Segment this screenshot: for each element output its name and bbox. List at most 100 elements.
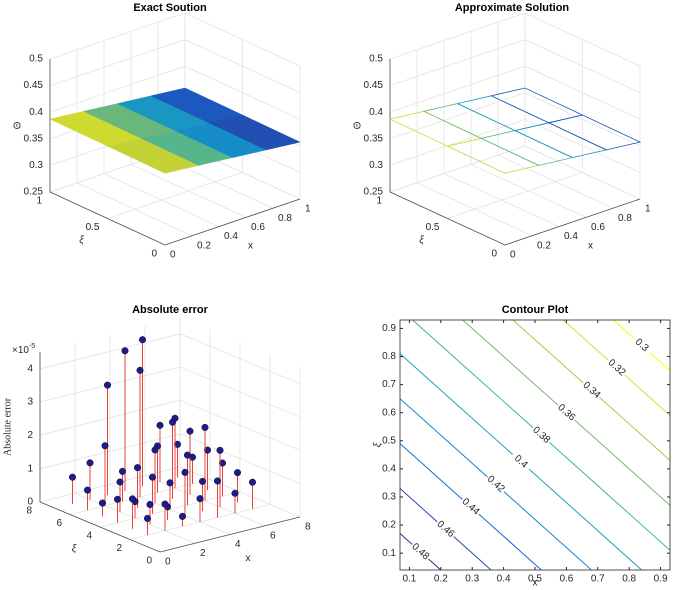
contour-label-bg	[458, 494, 483, 519]
z-tick-label: 0	[27, 497, 33, 508]
y-tick-label: 0.1	[382, 548, 396, 559]
stem-marker	[116, 478, 124, 486]
z-axis-label: Absolute error	[2, 397, 13, 456]
axis-multiplier: ×10-5	[12, 343, 35, 356]
stem-marker	[233, 469, 241, 477]
grid-line	[389, 92, 641, 147]
grid-line	[389, 65, 641, 120]
contour-label-bg	[483, 472, 508, 497]
contour-label-bg	[604, 355, 629, 380]
x-tick-label: 0.6	[591, 222, 605, 233]
stem-marker	[213, 477, 221, 485]
z-tick-label: 0.35	[24, 133, 44, 144]
y-tick-label: 2	[116, 543, 122, 554]
z-tick-label: 0.3	[369, 160, 383, 171]
y-tick-label: 6	[56, 518, 62, 529]
x-tick-label: 0.7	[591, 574, 605, 585]
x-tick-label: 0.6	[251, 222, 265, 233]
y-tick-label: 0.4	[382, 464, 396, 475]
contour-label-bg	[579, 378, 604, 403]
y-axis-label: ξ	[373, 442, 384, 447]
z-tick-label: 1	[27, 463, 33, 474]
axis-line	[389, 59, 641, 246]
contour-label-bg	[433, 517, 458, 542]
x-axis-label: x	[533, 578, 538, 589]
grid-line	[39, 366, 301, 418]
x-tick-label: 1	[645, 204, 651, 215]
y-tick-label: 0.3	[382, 492, 396, 503]
grid-line	[497, 22, 614, 209]
x-axis-label: x	[248, 241, 253, 252]
x-tick-label: 0.8	[618, 213, 632, 224]
z-tick-label: 3	[27, 397, 33, 408]
surface-patch	[547, 114, 642, 151]
x-axis-label: x	[588, 241, 593, 252]
stem-marker	[248, 478, 256, 486]
stem-marker	[168, 418, 176, 426]
x-tick-label: 0.6	[559, 574, 573, 585]
x-tick-label: 0.5	[528, 574, 542, 585]
stem-marker	[148, 473, 156, 481]
grid-line	[389, 12, 641, 67]
stem-marker	[121, 347, 129, 355]
stem-marker	[138, 336, 146, 344]
stem-marker	[231, 489, 239, 497]
stem-marker	[86, 459, 94, 467]
grid-line	[389, 145, 641, 200]
chart-title: Absolute error	[132, 304, 209, 316]
y-tick-label: 4	[86, 531, 92, 542]
stem-marker	[98, 499, 106, 507]
stem-marker	[166, 479, 174, 487]
x-tick-label: 0.3	[465, 574, 479, 585]
stem-marker	[183, 451, 191, 459]
x-tick-label: 8	[305, 522, 311, 533]
grid-line	[49, 65, 301, 120]
z-tick-label: 0.5	[29, 54, 43, 65]
z-tick-label: 0.45	[24, 80, 44, 91]
grid-line	[389, 59, 506, 246]
stem-marker	[201, 423, 209, 431]
axis-line	[49, 59, 301, 246]
stem-marker	[113, 495, 121, 503]
stem-marker	[136, 366, 144, 374]
y-tick-label: 0	[151, 249, 157, 260]
contour-label-bg	[554, 400, 579, 425]
y-tick-label: 0.5	[426, 222, 440, 233]
surface-patch	[150, 87, 244, 124]
chart-title: Contour Plot	[502, 304, 569, 316]
stem-marker	[178, 512, 186, 520]
contour-label-bg	[408, 539, 433, 564]
x-tick-label: 0	[170, 250, 176, 261]
stem-marker	[198, 477, 206, 485]
grid-line	[416, 49, 533, 237]
y-tick-label: 0.5	[382, 435, 396, 446]
grid-line	[389, 118, 641, 173]
stem-marker	[103, 381, 111, 389]
stem-marker	[173, 440, 181, 448]
grid-line	[470, 31, 587, 218]
y-tick-label: 0.6	[382, 407, 396, 418]
stem-marker	[118, 467, 126, 475]
stem-marker	[151, 446, 159, 454]
y-tick-label: 0	[491, 249, 497, 260]
stem-marker	[143, 514, 151, 522]
x-tick-label: 0	[510, 250, 516, 261]
x-tick-label: 0.2	[537, 240, 551, 251]
x-tick-label: 1	[305, 204, 311, 215]
z-tick-label: 0.25	[24, 187, 44, 198]
stem-marker	[203, 446, 211, 454]
z-tick-label: 0.45	[364, 80, 384, 91]
y-tick-label: 0.5	[86, 222, 100, 233]
y-tick-label: 0	[146, 556, 152, 567]
y-tick-label: 0.8	[382, 351, 396, 362]
y-axis-label: ξ	[72, 544, 77, 555]
stem-marker	[181, 468, 189, 476]
x-tick-label: 6	[270, 530, 276, 541]
stem-marker	[186, 427, 194, 435]
contour-label-bg	[529, 423, 554, 447]
stem-marker	[156, 421, 164, 429]
y-tick-label: 0.9	[382, 323, 396, 334]
stem-marker	[196, 495, 204, 503]
stem-marker	[101, 442, 109, 450]
